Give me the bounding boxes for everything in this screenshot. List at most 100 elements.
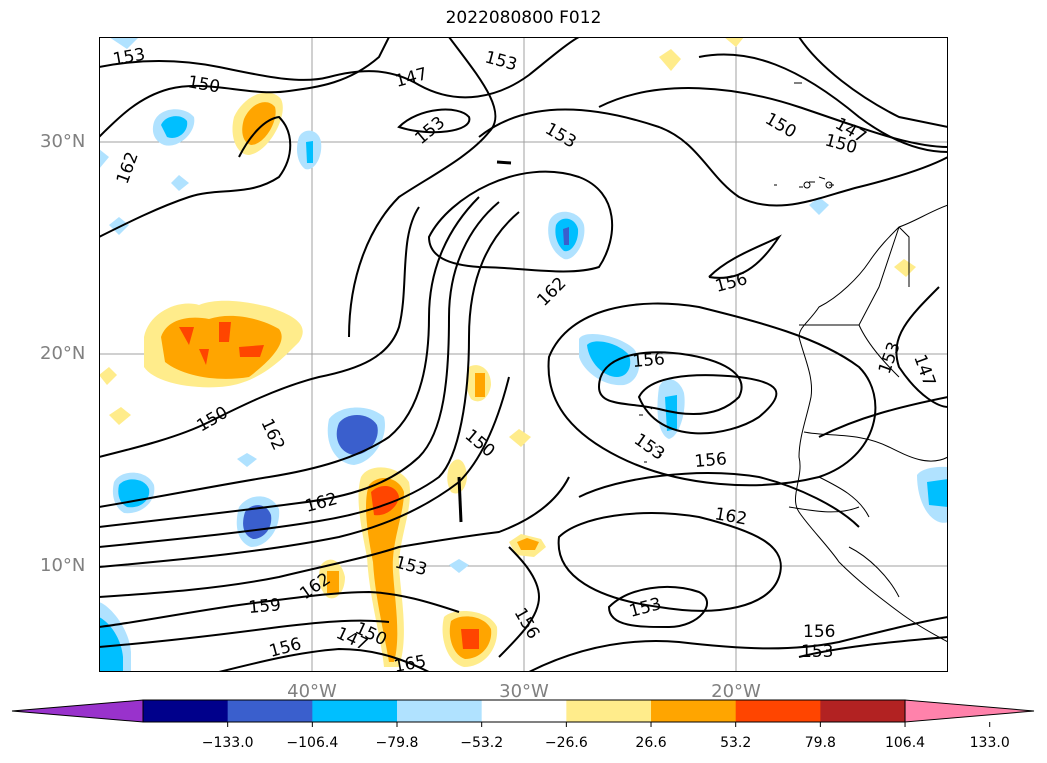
contour-label: 162 <box>256 416 288 454</box>
map-title: 2022080800 F012 <box>445 8 602 28</box>
coastline-border <box>848 546 900 598</box>
coastline-africa <box>794 204 948 643</box>
canary-islands <box>825 181 833 189</box>
negative-anomaly-blob <box>237 453 257 467</box>
contour-line <box>798 636 948 658</box>
lon-label-40w: 40°W <box>287 681 337 702</box>
shaded-anomalies <box>99 37 948 672</box>
coastline-border <box>898 226 910 287</box>
contour-label: 159 <box>248 595 282 618</box>
positive-anomaly-blob <box>724 37 744 47</box>
contour-label: 150 <box>762 109 800 143</box>
positive-anomaly-core <box>366 477 404 662</box>
colorbar-tick-label: −79.8 <box>375 735 419 751</box>
contour-line <box>578 472 860 528</box>
contour-label: 153 <box>630 430 668 465</box>
contour-line <box>528 616 948 672</box>
negative-anomaly-core <box>161 116 188 138</box>
negative-anomaly-core <box>587 341 631 377</box>
colorbar-segment <box>312 700 398 722</box>
positive-anomaly-peak <box>461 629 479 649</box>
contour-line <box>698 53 948 153</box>
contour-label: 165 <box>392 652 427 672</box>
contour-line <box>607 586 709 629</box>
map-panel: 153 150 147 153 153 153 147 150 150 162 … <box>99 37 948 672</box>
cape-verde <box>639 406 662 463</box>
colorbar-tick-label: 106.4 <box>884 735 926 751</box>
colorbar-segment <box>651 700 737 722</box>
canary-islands <box>803 181 811 189</box>
contour-line <box>597 351 743 415</box>
positive-anomaly-core <box>517 538 539 550</box>
contour-label: 156 <box>510 605 544 643</box>
contour-line <box>99 211 520 548</box>
contour-label: 162 <box>713 504 748 529</box>
contour-label: 156 <box>713 269 750 297</box>
colorbar-ticks <box>227 722 991 727</box>
colorbar-tick-label: 53.2 <box>720 735 752 751</box>
contour-line <box>637 374 778 435</box>
negative-anomaly-blob <box>99 149 109 169</box>
positive-anomaly-blob <box>447 459 467 494</box>
contour-label: 153 <box>411 113 449 149</box>
positive-anomaly-peak <box>179 322 264 365</box>
contour-label: 153 <box>483 48 520 76</box>
negative-anomaly-blob <box>109 37 139 49</box>
colorbar-extend-min <box>11 699 144 723</box>
contour-line <box>818 396 948 438</box>
contour-line <box>708 234 782 279</box>
coastline-border <box>799 226 900 326</box>
colorbar-segment <box>735 700 821 722</box>
positive-anomaly-core <box>475 373 485 397</box>
contour-label: 162 <box>533 273 570 310</box>
colorbar-frame <box>142 699 906 723</box>
contour-line <box>557 512 782 612</box>
contour-label: 156 <box>803 622 835 642</box>
contour-label: 147 <box>909 352 939 389</box>
negative-anomaly-blob <box>449 559 469 573</box>
colorbar-segment <box>143 700 229 722</box>
negative-anomaly-core <box>563 227 569 245</box>
contour-line <box>99 201 500 528</box>
colorbar-segment <box>481 700 567 722</box>
positive-anomaly-blob <box>894 259 916 277</box>
negative-anomaly-core <box>665 395 677 431</box>
negative-anomaly-core <box>927 479 948 507</box>
negative-anomaly-core <box>306 141 313 163</box>
contour-label: 150 <box>194 403 232 437</box>
colorbar-tick-label: 133.0 <box>969 735 1010 751</box>
colorbar-tick-label: −106.4 <box>286 735 339 751</box>
negative-anomaly-blob <box>809 197 829 215</box>
contour-line <box>99 376 510 568</box>
contour-label: 156 <box>267 634 304 662</box>
colorbar-segment <box>820 700 906 722</box>
contour-line <box>99 590 460 628</box>
contour-line <box>457 476 463 523</box>
contour-label: 150 <box>461 426 499 462</box>
contour-label: 153 <box>111 45 146 70</box>
negative-anomaly-blob <box>171 175 189 191</box>
colorbar-tick-label: 79.8 <box>804 735 836 751</box>
coastline-border <box>818 476 870 518</box>
contour-line <box>99 476 570 598</box>
colorbar-extend-max <box>904 699 1035 723</box>
colorbar-tick-label: −26.6 <box>544 735 588 751</box>
contour-line <box>895 286 948 408</box>
lat-label-20n: 20°N <box>40 343 86 364</box>
positive-anomaly-blob <box>109 407 131 425</box>
colorbar-segment <box>227 700 313 722</box>
positive-anomaly-blob <box>509 429 531 447</box>
positive-anomaly-blob <box>99 367 117 385</box>
contour-line <box>99 37 390 138</box>
colorbar-tick-label: 26.6 <box>635 735 667 751</box>
contour-line <box>218 647 430 672</box>
contour-label: 153 <box>542 119 580 153</box>
contour-line <box>99 619 390 648</box>
negative-anomaly-core <box>99 617 123 672</box>
height-contours <box>99 37 948 672</box>
contour-label: 162 <box>113 149 143 186</box>
positive-anomaly-blob <box>659 49 681 71</box>
lat-label-30n: 30°N <box>40 131 86 152</box>
colorbar-segments <box>11 699 1035 723</box>
contour-label: 156 <box>632 349 666 372</box>
